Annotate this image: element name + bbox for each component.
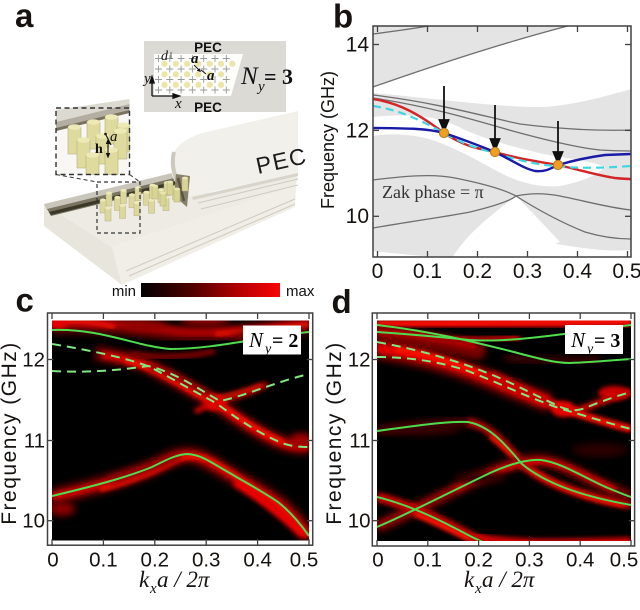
svg-text:= 3: = 3 — [594, 330, 620, 352]
svg-text:a: a — [191, 51, 199, 67]
svg-text:max: max — [286, 283, 315, 300]
svg-text:y: y — [585, 342, 594, 357]
svg-text:b: b — [333, 0, 353, 34]
svg-text:Frequency (GHz): Frequency (GHz) — [318, 71, 338, 209]
svg-text:Zak phase = π: Zak phase = π — [382, 182, 484, 202]
svg-text:0.2: 0.2 — [464, 549, 493, 572]
svg-text:y: y — [256, 79, 265, 95]
svg-text:0.1: 0.1 — [413, 260, 442, 283]
svg-text:0.2: 0.2 — [141, 549, 170, 572]
svg-text:Frequency (GHz): Frequency (GHz) — [0, 341, 21, 525]
svg-text:0.4: 0.4 — [563, 260, 593, 283]
svg-text:x: x — [174, 96, 182, 112]
svg-text:0.5: 0.5 — [610, 549, 639, 572]
svg-text:d: d — [332, 283, 352, 320]
svg-text:k: k — [464, 567, 475, 592]
svg-text:PEC: PEC — [194, 40, 222, 55]
svg-text:a / 2π: a / 2π — [482, 567, 536, 592]
svg-text:N: N — [248, 328, 264, 352]
svg-text:11: 11 — [24, 429, 45, 452]
svg-text:Frequency (GHz): Frequency (GHz) — [323, 341, 346, 525]
svg-text:a: a — [15, 0, 34, 34]
svg-text:0.3: 0.3 — [192, 549, 221, 572]
svg-text:10: 10 — [346, 205, 369, 228]
svg-text:14: 14 — [346, 33, 370, 56]
svg-text:y: y — [263, 342, 272, 357]
svg-text:11: 11 — [349, 429, 370, 452]
svg-text:0.3: 0.3 — [515, 549, 544, 572]
svg-text:0.1: 0.1 — [89, 549, 118, 572]
svg-text:0.5: 0.5 — [612, 260, 640, 283]
svg-text:= 3: = 3 — [264, 64, 293, 89]
svg-text:a: a — [207, 68, 215, 84]
svg-text:h: h — [95, 142, 103, 157]
svg-text:12: 12 — [22, 348, 45, 371]
svg-text:0.3: 0.3 — [513, 260, 542, 283]
svg-text:PEC: PEC — [194, 100, 222, 115]
svg-text:c: c — [16, 282, 34, 319]
svg-text:0.4: 0.4 — [566, 549, 595, 572]
svg-text:0.1: 0.1 — [414, 549, 443, 572]
svg-text:0: 0 — [372, 260, 384, 283]
svg-text:x: x — [149, 581, 157, 597]
svg-text:N: N — [240, 63, 259, 90]
svg-text:12: 12 — [348, 348, 371, 371]
svg-text:x: x — [474, 581, 482, 597]
svg-text:k: k — [139, 567, 150, 592]
svg-text:N: N — [570, 328, 586, 352]
svg-text:0: 0 — [47, 549, 58, 572]
svg-text:y: y — [142, 71, 151, 87]
svg-text:0: 0 — [372, 549, 383, 572]
svg-text:min: min — [112, 283, 136, 300]
svg-text:10: 10 — [348, 510, 371, 533]
svg-text:0.2: 0.2 — [463, 260, 492, 283]
svg-text:d: d — [161, 49, 169, 64]
svg-text:12: 12 — [346, 119, 369, 142]
svg-text:10: 10 — [22, 510, 45, 533]
svg-text:0.5: 0.5 — [290, 549, 319, 572]
svg-text:0.4: 0.4 — [243, 549, 272, 572]
svg-text:= 2: = 2 — [272, 330, 298, 352]
svg-text:a: a — [110, 129, 118, 145]
svg-text:a / 2π: a / 2π — [157, 567, 211, 592]
